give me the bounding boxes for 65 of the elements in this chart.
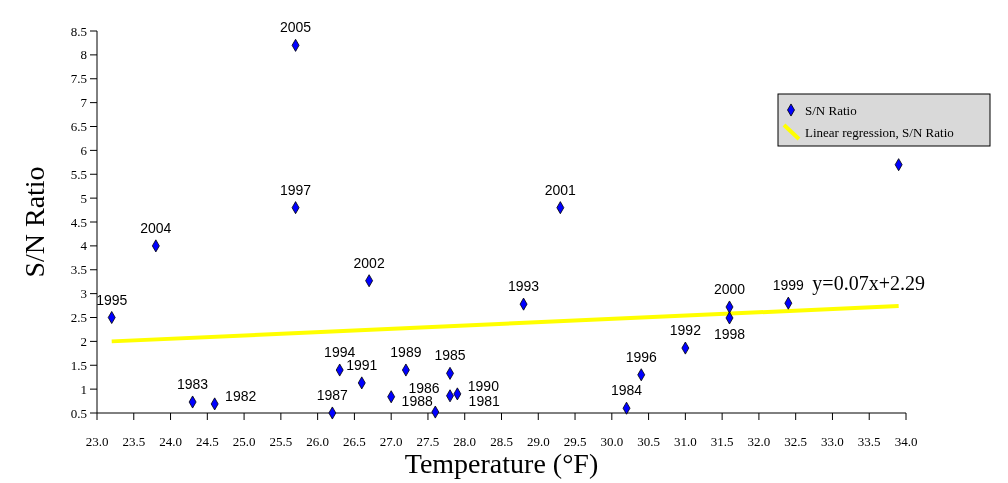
x-axis-title: Temperature (°F): [404, 448, 599, 479]
annotation: 1983: [177, 376, 209, 393]
y-tick-label: 8.5: [70, 23, 87, 39]
x-tick-label: 33.0: [821, 433, 844, 449]
x-tick-label: 25.5: [269, 433, 293, 449]
y-axis-title: S/N Ratio: [19, 166, 50, 278]
y-tick-label: 6: [80, 142, 88, 158]
y-tick-label: 7.5: [70, 71, 87, 87]
annotation: 1997: [279, 181, 312, 198]
x-tick-label: 30.5: [637, 433, 660, 449]
y-tick-label: 7: [80, 95, 88, 111]
annotation: 1981: [468, 393, 500, 410]
annotation: 2005: [279, 19, 312, 36]
annotation: 1996: [625, 348, 658, 365]
y-tick-label: 2: [80, 333, 87, 349]
x-tick-label: 26.0: [306, 433, 330, 449]
x-tick-label: 29.5: [563, 433, 587, 449]
y-tick-label: 5: [80, 190, 87, 206]
x-tick-label: 28.0: [453, 433, 477, 449]
annotation: 2002: [353, 254, 385, 271]
annotation: 1992: [669, 322, 702, 339]
annotation: 1998: [713, 325, 746, 342]
legend-label: S/N Ratio: [805, 102, 857, 118]
x-tick-label: 24.0: [159, 433, 182, 449]
annotation: 1985: [434, 347, 466, 364]
annotation: 1990: [467, 377, 500, 394]
x-tick-label: 23.5: [122, 433, 146, 449]
x-tick-label: 23.0: [85, 433, 109, 449]
annotation: 1984: [610, 382, 643, 399]
y-tick-label: 3: [80, 286, 87, 302]
x-tick-label: 32.5: [784, 433, 808, 449]
y-tick-label: 4.5: [70, 214, 87, 230]
annotation: 2000: [713, 280, 746, 297]
annotation: 2004: [140, 219, 172, 236]
annotation: 1989: [390, 344, 422, 361]
y-tick-label: 3.5: [70, 262, 87, 278]
y-tick-label: 5.5: [70, 166, 87, 182]
y-tick-label: 1: [80, 381, 87, 397]
annotation: 2001: [544, 181, 577, 198]
annotation: 1999: [772, 277, 805, 294]
x-tick-label: 31.0: [673, 433, 697, 449]
x-tick-label: 25.0: [232, 433, 256, 449]
x-tick-label: 29.0: [526, 433, 550, 449]
annotation: y=0.07x+2.29: [812, 272, 925, 296]
x-tick-label: 24.5: [195, 433, 219, 449]
y-tick-label: 6.5: [70, 119, 87, 134]
y-tick-label: 2.5: [70, 310, 87, 325]
x-tick-label: 30.0: [600, 433, 624, 449]
x-tick-label: 32.0: [747, 433, 771, 449]
y-tick-label: 1.5: [70, 357, 87, 373]
x-tick-label: 27.0: [379, 433, 403, 449]
annotation: 1993: [507, 278, 540, 295]
x-tick-label: 26.5: [343, 433, 366, 449]
x-tick-label: 28.5: [490, 433, 513, 449]
legend-label: Linear regression, S/N Ratio: [805, 124, 954, 140]
x-tick-label: 31.5: [710, 433, 734, 449]
annotation: 1987: [316, 387, 349, 403]
annotation: 1995: [96, 291, 128, 308]
y-tick-label: 0.5: [70, 405, 87, 421]
y-tick-label: 4: [80, 238, 88, 254]
y-tick-label: 8: [80, 47, 87, 63]
annotation: 1982: [225, 387, 257, 404]
x-tick-label: 33.5: [857, 433, 881, 449]
x-tick-label: 27.5: [416, 433, 440, 449]
x-tick-label: 34.0: [894, 433, 918, 449]
